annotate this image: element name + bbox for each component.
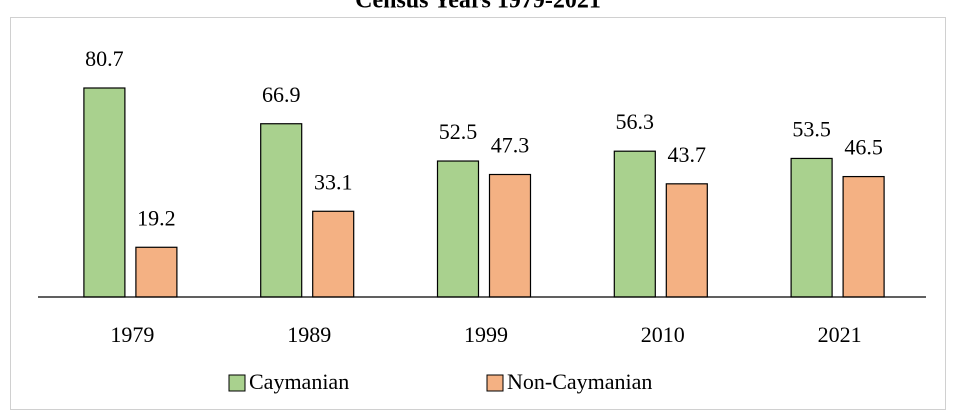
legend-label: Caymanian <box>249 369 349 394</box>
legend-label: Non-Caymanian <box>507 369 652 394</box>
data-label: 47.3 <box>491 133 530 158</box>
bar <box>790 157 833 298</box>
data-label: 19.2 <box>137 205 176 230</box>
chart-title: Census Years 1979-2021 <box>355 0 601 14</box>
bar <box>613 150 656 298</box>
data-label: 33.1 <box>314 169 353 194</box>
bar <box>665 183 708 298</box>
data-label: 46.5 <box>844 135 883 160</box>
x-tick-label: 1989 <box>287 322 331 347</box>
bar <box>436 160 480 298</box>
bar <box>842 175 885 298</box>
legend-swatch <box>486 374 504 392</box>
data-label: 52.5 <box>439 119 478 144</box>
x-tick-label: 1999 <box>464 322 508 347</box>
bar <box>135 246 178 298</box>
x-tick-label: 2010 <box>641 322 685 347</box>
data-label: 56.3 <box>616 109 655 134</box>
data-label: 66.9 <box>262 82 301 107</box>
bar <box>312 210 355 298</box>
data-label: 53.5 <box>792 116 831 141</box>
x-tick-label: 2021 <box>818 322 862 347</box>
data-label: 43.7 <box>668 142 707 167</box>
legend-swatch <box>228 374 246 392</box>
bar <box>260 123 303 298</box>
x-tick-label: 1979 <box>110 322 154 347</box>
bar <box>83 87 126 298</box>
bar <box>488 173 532 298</box>
data-label: 80.7 <box>85 46 124 71</box>
